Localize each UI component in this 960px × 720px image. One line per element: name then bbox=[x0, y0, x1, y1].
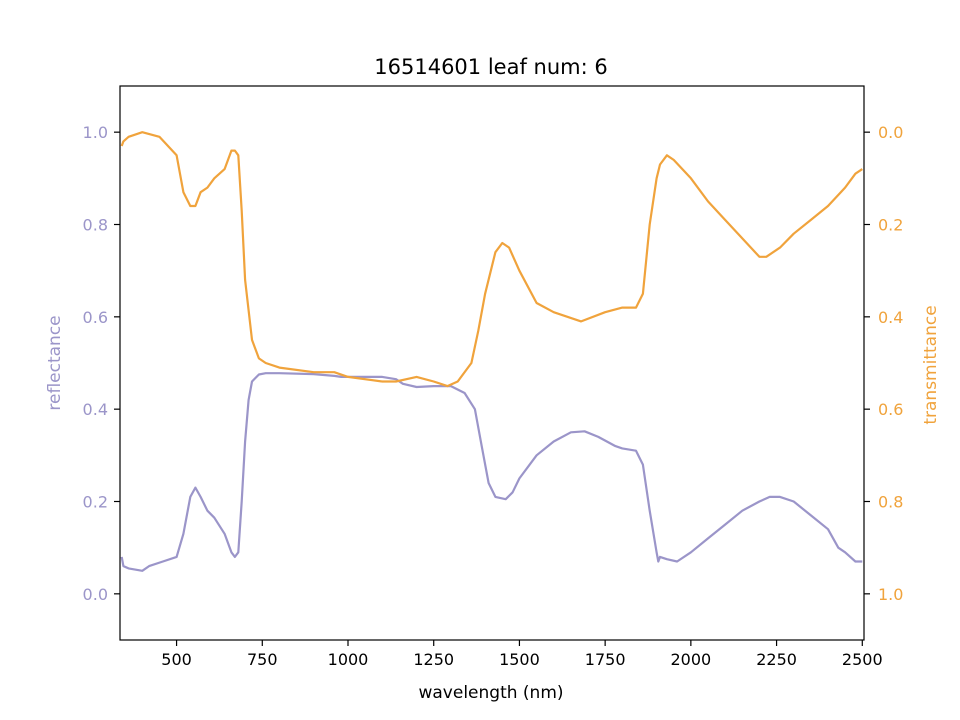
right-y-tick-label: 0.6 bbox=[878, 400, 903, 419]
right-y-tick-label: 0.8 bbox=[878, 493, 903, 512]
right-y-tick-label: 0.4 bbox=[878, 308, 903, 327]
transmittance-line bbox=[120, 131, 863, 388]
x-tick-label: 1000 bbox=[328, 650, 369, 669]
chart-title: 16514601 leaf num: 6 bbox=[374, 55, 607, 79]
right-y-tick-label: 0.2 bbox=[878, 216, 903, 235]
x-tick-label: 1750 bbox=[585, 650, 626, 669]
x-tick-label: 2250 bbox=[756, 650, 797, 669]
x-tick-label: 2500 bbox=[842, 650, 883, 669]
x-tick-label: 500 bbox=[161, 650, 192, 669]
right-y-axis: 0.0 0.2 0.4 0.6 0.8 1.0 bbox=[864, 123, 903, 604]
x-tick-label: 2000 bbox=[670, 650, 711, 669]
left-y-tick-label: 0.8 bbox=[83, 216, 108, 235]
left-y-tick-label: 0.6 bbox=[83, 308, 108, 327]
left-y-axis: 0.0 0.2 0.4 0.6 0.8 1.0 bbox=[83, 123, 120, 604]
left-y-tick-label: 1.0 bbox=[83, 123, 108, 142]
left-y-tick-label: 0.4 bbox=[83, 400, 108, 419]
x-axis: 500 750 1000 1250 1500 1750 2000 2250 2500 bbox=[161, 640, 883, 669]
reflectance-line bbox=[120, 372, 863, 572]
right-y-axis-label: transmittance bbox=[921, 305, 941, 424]
left-y-tick-label: 0.2 bbox=[83, 493, 108, 512]
x-tick-label: 1250 bbox=[413, 650, 454, 669]
plot-area bbox=[120, 131, 863, 572]
right-y-tick-label: 0.0 bbox=[878, 123, 903, 142]
left-y-tick-label: 0.0 bbox=[83, 585, 108, 604]
right-y-tick-label: 1.0 bbox=[878, 585, 903, 604]
x-tick-label: 1500 bbox=[499, 650, 540, 669]
left-y-axis-label: reflectance bbox=[45, 315, 65, 410]
axes-frame bbox=[119, 85, 865, 641]
x-axis-label: wavelength (nm) bbox=[418, 683, 563, 703]
x-tick-label: 750 bbox=[247, 650, 278, 669]
